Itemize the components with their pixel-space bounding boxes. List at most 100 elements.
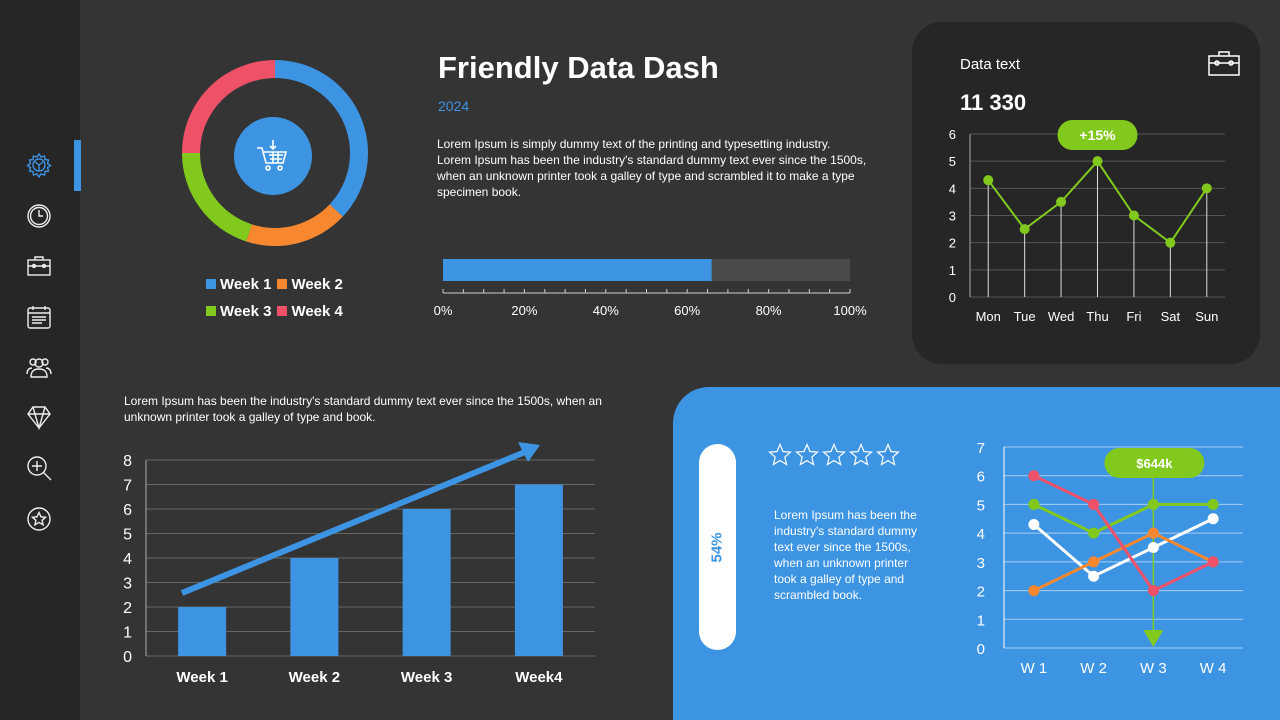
y-tick-label: 5 (949, 154, 956, 169)
data-point (1147, 527, 1159, 539)
legend-week-4: Week 4 (277, 303, 343, 320)
y-tick-label: 3 (123, 576, 132, 593)
data-point (1056, 196, 1067, 207)
sidebar-item-zoom[interactable] (24, 453, 54, 483)
data-point (1028, 470, 1040, 482)
y-tick-label: 6 (977, 469, 985, 486)
badge (1057, 120, 1138, 150)
star-rating[interactable] (768, 443, 900, 467)
trend-arrow-line (180, 449, 527, 596)
star-outline-icon[interactable] (795, 443, 819, 467)
blue-panel (673, 387, 1280, 720)
annotation-arrow (1143, 630, 1164, 647)
description-text: Lorem Ipsum is simply dummy text of the … (437, 137, 867, 199)
y-tick-label: 4 (123, 551, 132, 568)
progress-tick-label: 100% (833, 303, 867, 318)
toolbox-icon[interactable] (1207, 49, 1241, 77)
donut-slice-4 (182, 60, 275, 153)
percent-value: 54% (709, 531, 726, 563)
blue-panel-text: Lorem Ipsum has been the industry's stan… (774, 508, 918, 602)
y-tick-label: 0 (949, 290, 956, 305)
data-point (1028, 519, 1040, 531)
x-tick-label: Wed (1048, 309, 1075, 324)
bar (402, 509, 451, 656)
y-tick-label: 4 (977, 526, 985, 543)
data-point (983, 175, 994, 186)
data-point (1207, 556, 1219, 568)
star-outline-icon[interactable] (849, 443, 873, 467)
y-tick-label: 6 (123, 502, 132, 519)
y-tick-label: 3 (977, 555, 985, 572)
bar (178, 607, 227, 656)
diamond-icon (27, 406, 51, 430)
multi-line-chart: 0 1 2 3 4 5 6 7 $644k W 1 W 2 W 3 W 4 (977, 440, 1243, 677)
data-point (1088, 527, 1100, 539)
y-tick-label: 6 (949, 127, 956, 142)
progress-fill (443, 259, 712, 281)
data-point (1088, 498, 1100, 510)
x-tick-label: Week4 (515, 669, 563, 686)
bar (514, 484, 563, 656)
data-point (1088, 556, 1100, 568)
x-tick-label: Sat (1161, 309, 1181, 324)
sidebar-item-favorites[interactable] (24, 504, 54, 534)
data-card-label: Data text (960, 56, 1021, 73)
x-tick-label: Fri (1126, 309, 1141, 324)
progress-tick-label: 0% (434, 303, 453, 318)
x-tick-label: Week 1 (176, 669, 227, 686)
y-tick-label: 7 (977, 440, 985, 457)
y-tick-label: 2 (949, 236, 956, 251)
donut-slice-3 (182, 153, 252, 242)
data-point (1028, 498, 1040, 510)
data-point (1019, 224, 1030, 235)
star-outline-icon[interactable] (768, 443, 792, 467)
star-outline-icon[interactable] (822, 443, 846, 467)
sidebar-item-users[interactable] (24, 352, 54, 382)
data-point (1092, 156, 1103, 167)
clock-icon (27, 204, 51, 228)
calendar-icon (27, 306, 51, 329)
shopping-cart-icon (257, 140, 288, 171)
sidebar-item-clock[interactable] (24, 201, 54, 231)
x-tick-label: Week 2 (289, 669, 340, 686)
data-point (1128, 210, 1139, 221)
x-tick-label: Thu (1086, 309, 1108, 324)
sidebar-item-calendar[interactable] (24, 302, 54, 332)
x-tick-label: W 4 (1200, 660, 1227, 677)
toolbox-icon (27, 256, 51, 276)
settings-icon (26, 152, 52, 178)
data-point (1207, 513, 1219, 525)
donut-slice-1 (275, 60, 368, 217)
data-point (1028, 585, 1040, 597)
bar (290, 558, 339, 656)
y-tick-label: 1 (123, 625, 132, 642)
x-tick-label: Week 3 (401, 669, 452, 686)
y-tick-label: 2 (977, 584, 985, 601)
sidebar-item-settings[interactable] (24, 150, 54, 180)
data-point (1147, 498, 1159, 510)
progress-tick-label: 40% (593, 303, 619, 318)
sidebar (0, 0, 81, 720)
y-tick-label: 8 (123, 453, 132, 470)
sidebar-item-toolbox[interactable] (24, 251, 54, 281)
series-line-2 (1033, 502, 1214, 535)
x-tick-label: Mon (976, 309, 1001, 324)
y-tick-label: 1 (949, 263, 956, 278)
star-outline-icon[interactable] (876, 443, 900, 467)
x-tick-label: W 1 (1021, 660, 1048, 677)
series-line-1 (1032, 517, 1214, 578)
zoom-in-icon (27, 456, 52, 481)
bar-chart: 0 1 2 3 4 5 6 7 8 Week 1 Week 2 Week 3 Week4 (123, 442, 595, 686)
y-tick-label: 5 (977, 497, 985, 514)
donut-slice-2 (246, 204, 343, 246)
donut-chart (182, 60, 368, 246)
y-tick-label: 5 (123, 527, 132, 544)
series-line-4 (1033, 474, 1214, 593)
legend-row-1: Week 1 Week 2 (206, 276, 343, 293)
y-tick-label: 2 (123, 600, 132, 617)
y-tick-label: 1 (977, 612, 985, 629)
year-label: 2024 (438, 98, 470, 114)
cart-badge (234, 117, 312, 195)
y-tick-label: 3 (949, 209, 956, 224)
sidebar-item-diamond[interactable] (24, 402, 54, 432)
